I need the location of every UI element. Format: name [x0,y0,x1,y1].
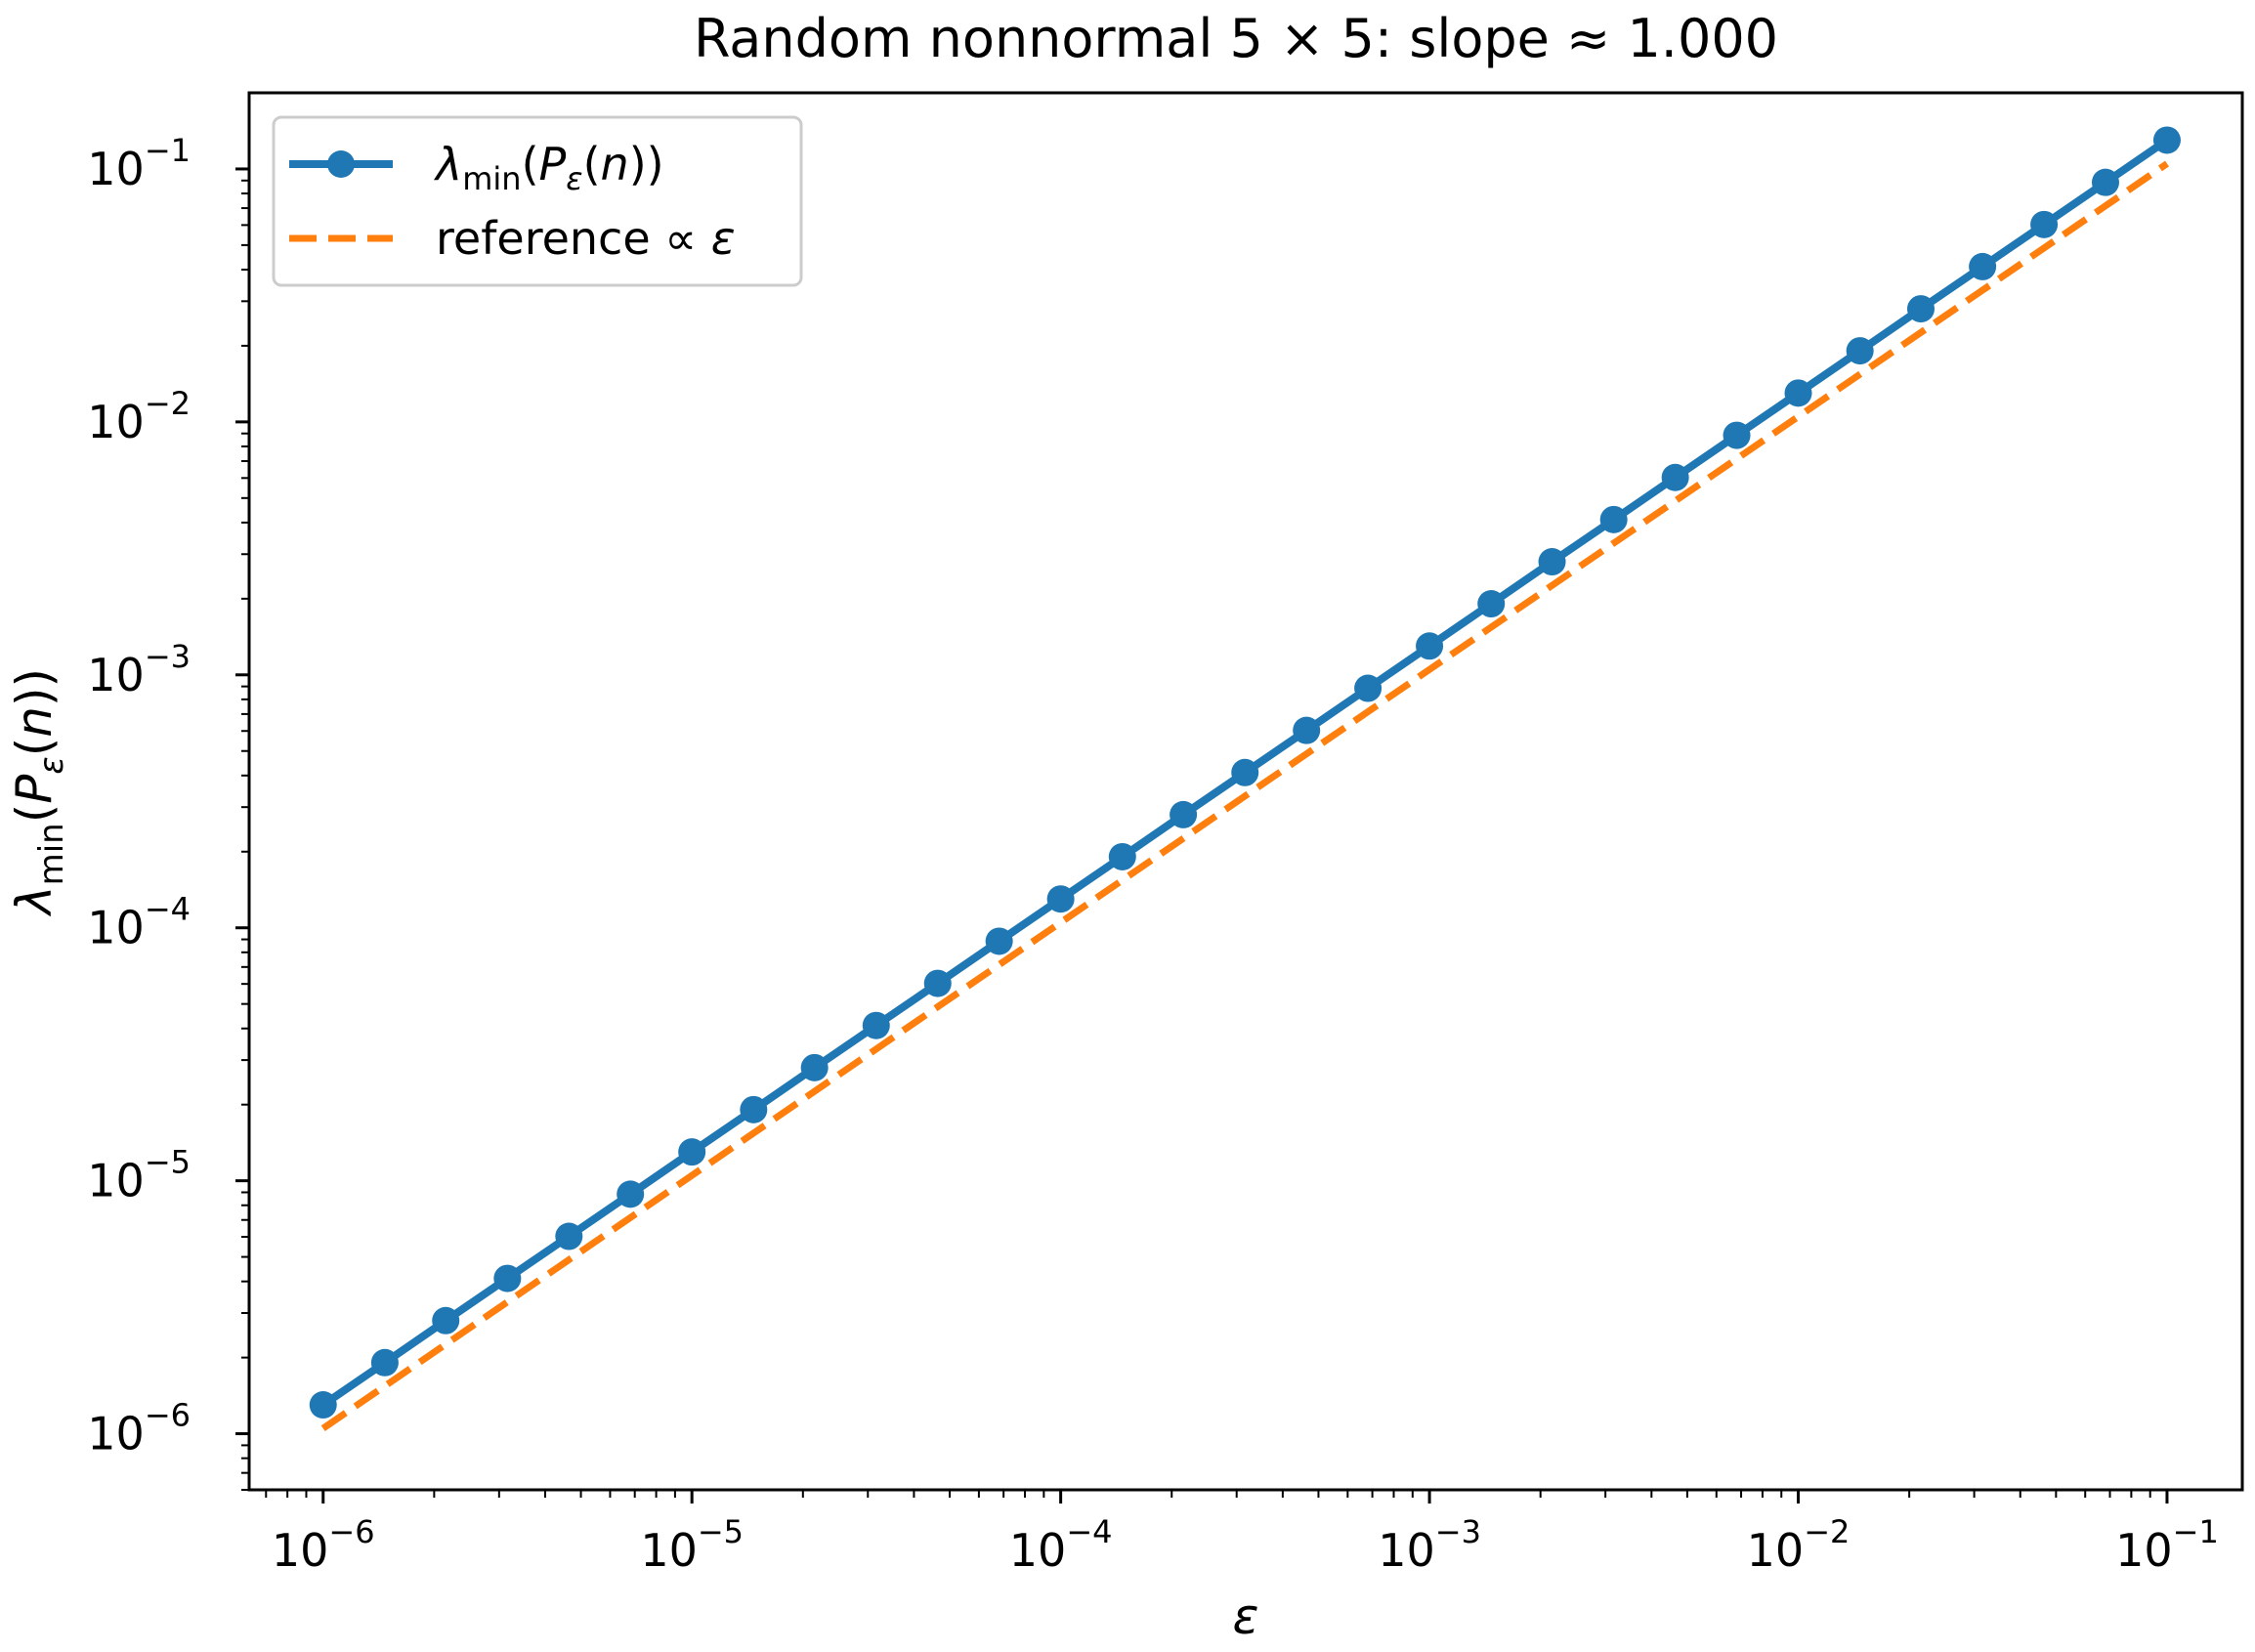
legend-marker-lambda [327,150,355,178]
y-tick-label: 10−6 [87,1397,191,1461]
data-point [862,1011,890,1039]
data-point [678,1138,706,1166]
data-point [2091,168,2119,196]
x-axis-label: ε [1232,1588,1258,1645]
data-point [1723,421,1751,449]
x-tick-label: 10−5 [640,1513,744,1577]
y-axis-label: λmin(Pε(n)) [6,668,71,917]
data-point [985,927,1013,955]
y-axis: 10−6 10−5 10−4 10−3 10−2 10−1 [87,132,249,1491]
data-point [1969,252,1997,280]
data-point [1416,632,1444,660]
data-point [1784,379,1812,407]
y-tick-label: 10−2 [87,385,191,448]
data-point [1661,463,1689,491]
x-tick-label: 10−4 [1009,1513,1113,1577]
data-point [1477,590,1506,618]
y-tick-label: 10−4 [87,891,191,954]
legend-label-reference: reference ∝ ε [436,212,736,265]
reference-line [320,160,2169,1431]
data-point [923,969,952,997]
data-point [1354,674,1383,702]
x-tick-label: 10−6 [272,1513,375,1577]
legend-label-lambda: λmin(Pε(n)) [433,138,664,197]
plot-area [247,91,2244,1492]
data-point [1046,885,1075,913]
y-tick-label: 10−5 [87,1144,191,1207]
data-point [309,1391,337,1419]
y-tick-label: 10−1 [87,132,191,195]
legend-box [272,115,803,287]
data-point [555,1222,583,1250]
legend: λmin(Pε(n)) reference ∝ ε [272,115,803,287]
data-point [1906,295,1935,323]
series-layer [309,126,2181,1431]
data-point [740,1095,768,1123]
data-point [493,1264,522,1292]
chart-title: Random nonnormal 5 × 5: slope ≈ 1.000 [694,8,1778,69]
data-point [800,1053,829,1081]
data-point [1170,800,1198,828]
x-tick-label: 10−1 [2115,1513,2219,1577]
data-point [370,1348,399,1377]
data-point [1846,337,1874,365]
x-axis: 10−6 10−5 10−4 10−3 10−2 10−1 [265,1490,2219,1577]
y-tick-label: 10−3 [87,638,191,701]
data-point [1108,842,1136,870]
data-point [2030,210,2059,238]
data-point [1231,758,1259,786]
x-tick-label: 10−2 [1747,1513,1851,1577]
data-point [1538,548,1566,576]
data-point [1599,505,1628,533]
svg-text:λmin(Pε(n)): λmin(Pε(n)) [6,668,71,917]
data-point [617,1180,645,1208]
data-point [432,1306,460,1334]
data-point [1293,716,1321,744]
x-tick-label: 10−3 [1378,1513,1481,1577]
data-point [2152,126,2181,154]
